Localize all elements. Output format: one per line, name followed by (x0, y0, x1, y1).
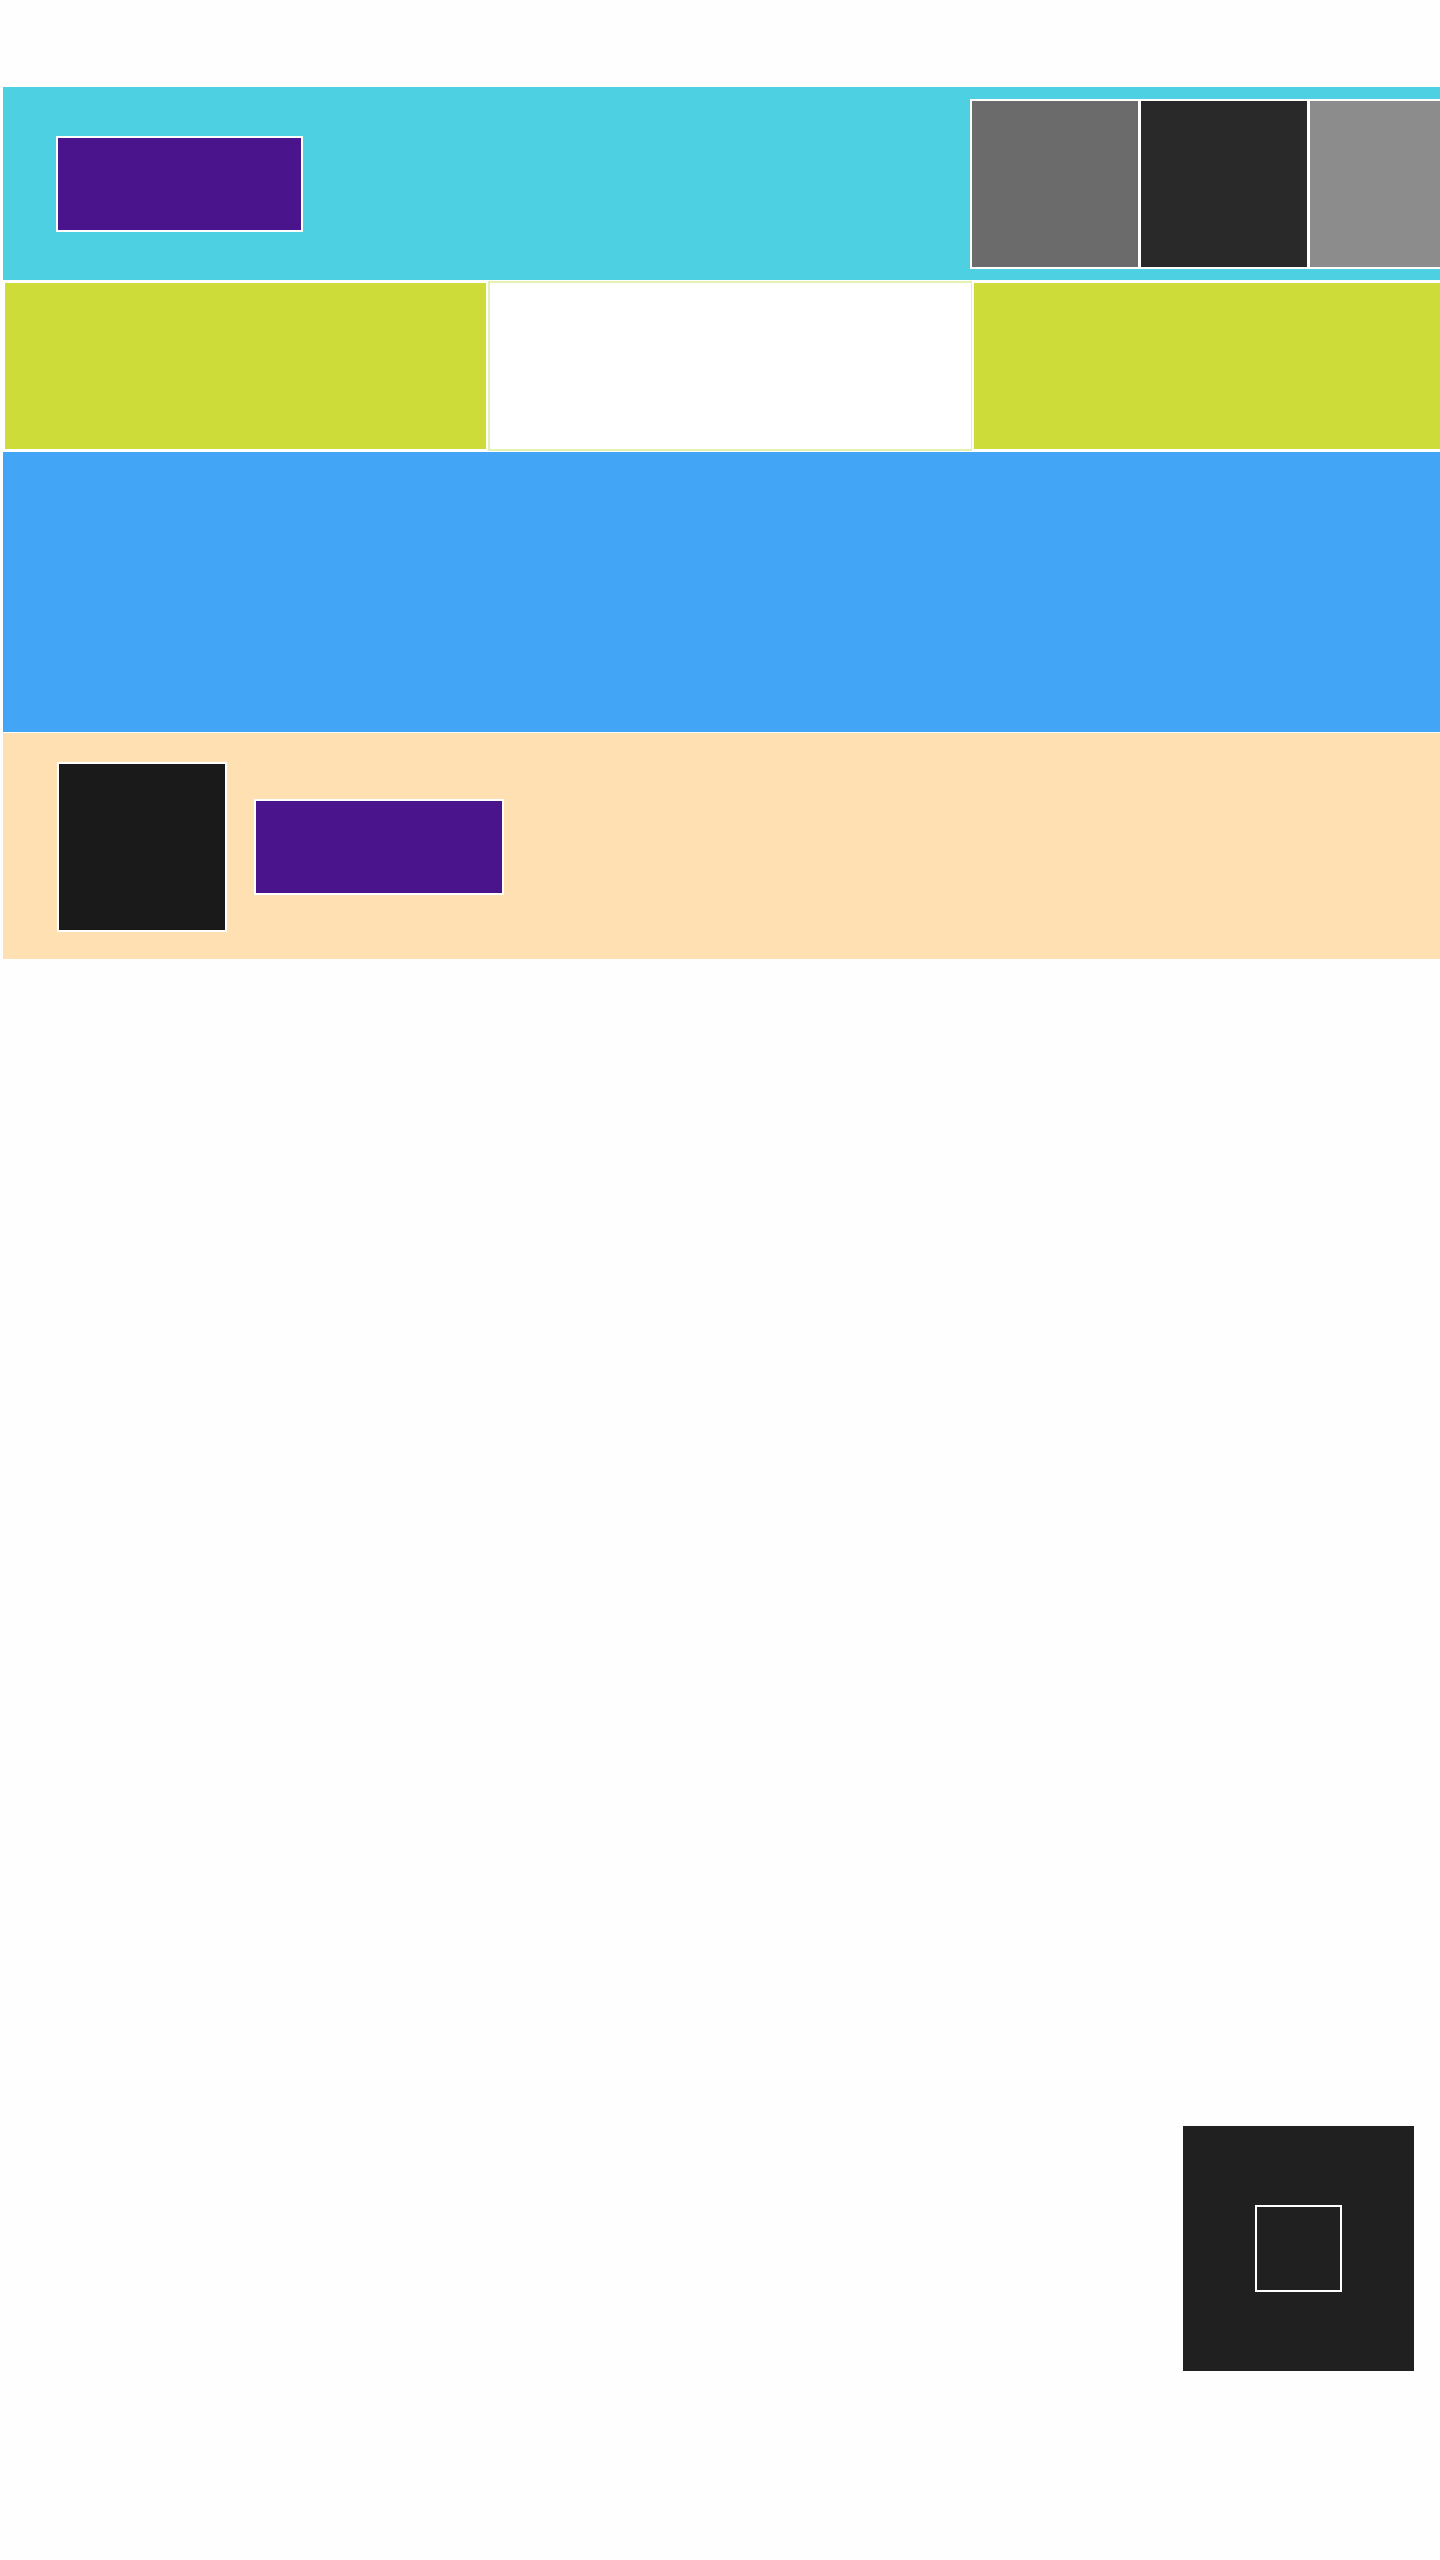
tile-card[interactable] (972, 281, 1440, 451)
header-primary-button[interactable] (56, 136, 303, 232)
swatch-thumbnail[interactable] (1308, 99, 1440, 269)
swatch-thumbnail[interactable] (1139, 99, 1309, 269)
square-outline-icon (1255, 2205, 1342, 2292)
profile-action-button[interactable] (254, 799, 504, 895)
avatar (57, 762, 227, 932)
profile-section (3, 733, 1440, 959)
floating-action-button[interactable] (1183, 2126, 1414, 2371)
swatch-thumbnail[interactable] (970, 99, 1140, 269)
tile-card[interactable] (3, 281, 488, 451)
hero-banner (3, 452, 1440, 732)
tile-card[interactable] (488, 281, 973, 451)
